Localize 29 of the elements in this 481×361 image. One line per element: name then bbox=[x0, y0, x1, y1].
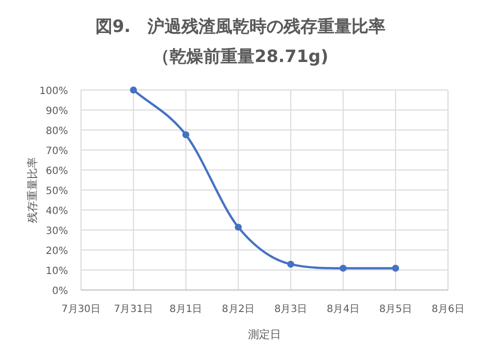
y-tick-label: 90% bbox=[46, 106, 68, 117]
point bbox=[130, 86, 137, 94]
point bbox=[340, 264, 347, 272]
x-tick-label: 7月30日 bbox=[61, 304, 101, 315]
x-axis-title: 測定日 bbox=[248, 328, 281, 341]
point bbox=[392, 264, 400, 272]
y-tick-label: 30% bbox=[46, 226, 68, 237]
y-tick-label: 40% bbox=[46, 206, 68, 217]
x-tick-label: 8月5日 bbox=[379, 304, 412, 315]
chart-title: 図9. 沪過残渣風乾時の残存重量比率 bbox=[95, 17, 386, 37]
x-tick-label: 8月3日 bbox=[274, 304, 308, 315]
y-tick-label: 50% bbox=[46, 186, 68, 197]
point bbox=[182, 131, 190, 138]
y-tick-label: 70% bbox=[46, 146, 68, 157]
y-tick-label: 80% bbox=[46, 126, 68, 137]
y-axis-title: 残存重量比率 bbox=[26, 157, 39, 223]
y-tick-label: 10% bbox=[46, 266, 68, 277]
y-tick-label: 60% bbox=[46, 166, 68, 177]
chart-subtitle: （乾燥前重量28.71g) bbox=[152, 47, 328, 67]
y-tick-label: 20% bbox=[46, 246, 68, 257]
x-tick-label: 8月2日 bbox=[222, 304, 255, 315]
y-tick-label: 100% bbox=[39, 86, 68, 97]
y-tick-label: 0% bbox=[52, 286, 68, 297]
x-tick-label: 8月1日 bbox=[169, 304, 202, 315]
point bbox=[234, 224, 242, 231]
point bbox=[287, 260, 294, 268]
x-tick-label: 8月4日 bbox=[326, 304, 360, 315]
x-tick-label: 8月6日 bbox=[432, 304, 464, 315]
x-tick-label: 7月31日 bbox=[114, 304, 153, 315]
